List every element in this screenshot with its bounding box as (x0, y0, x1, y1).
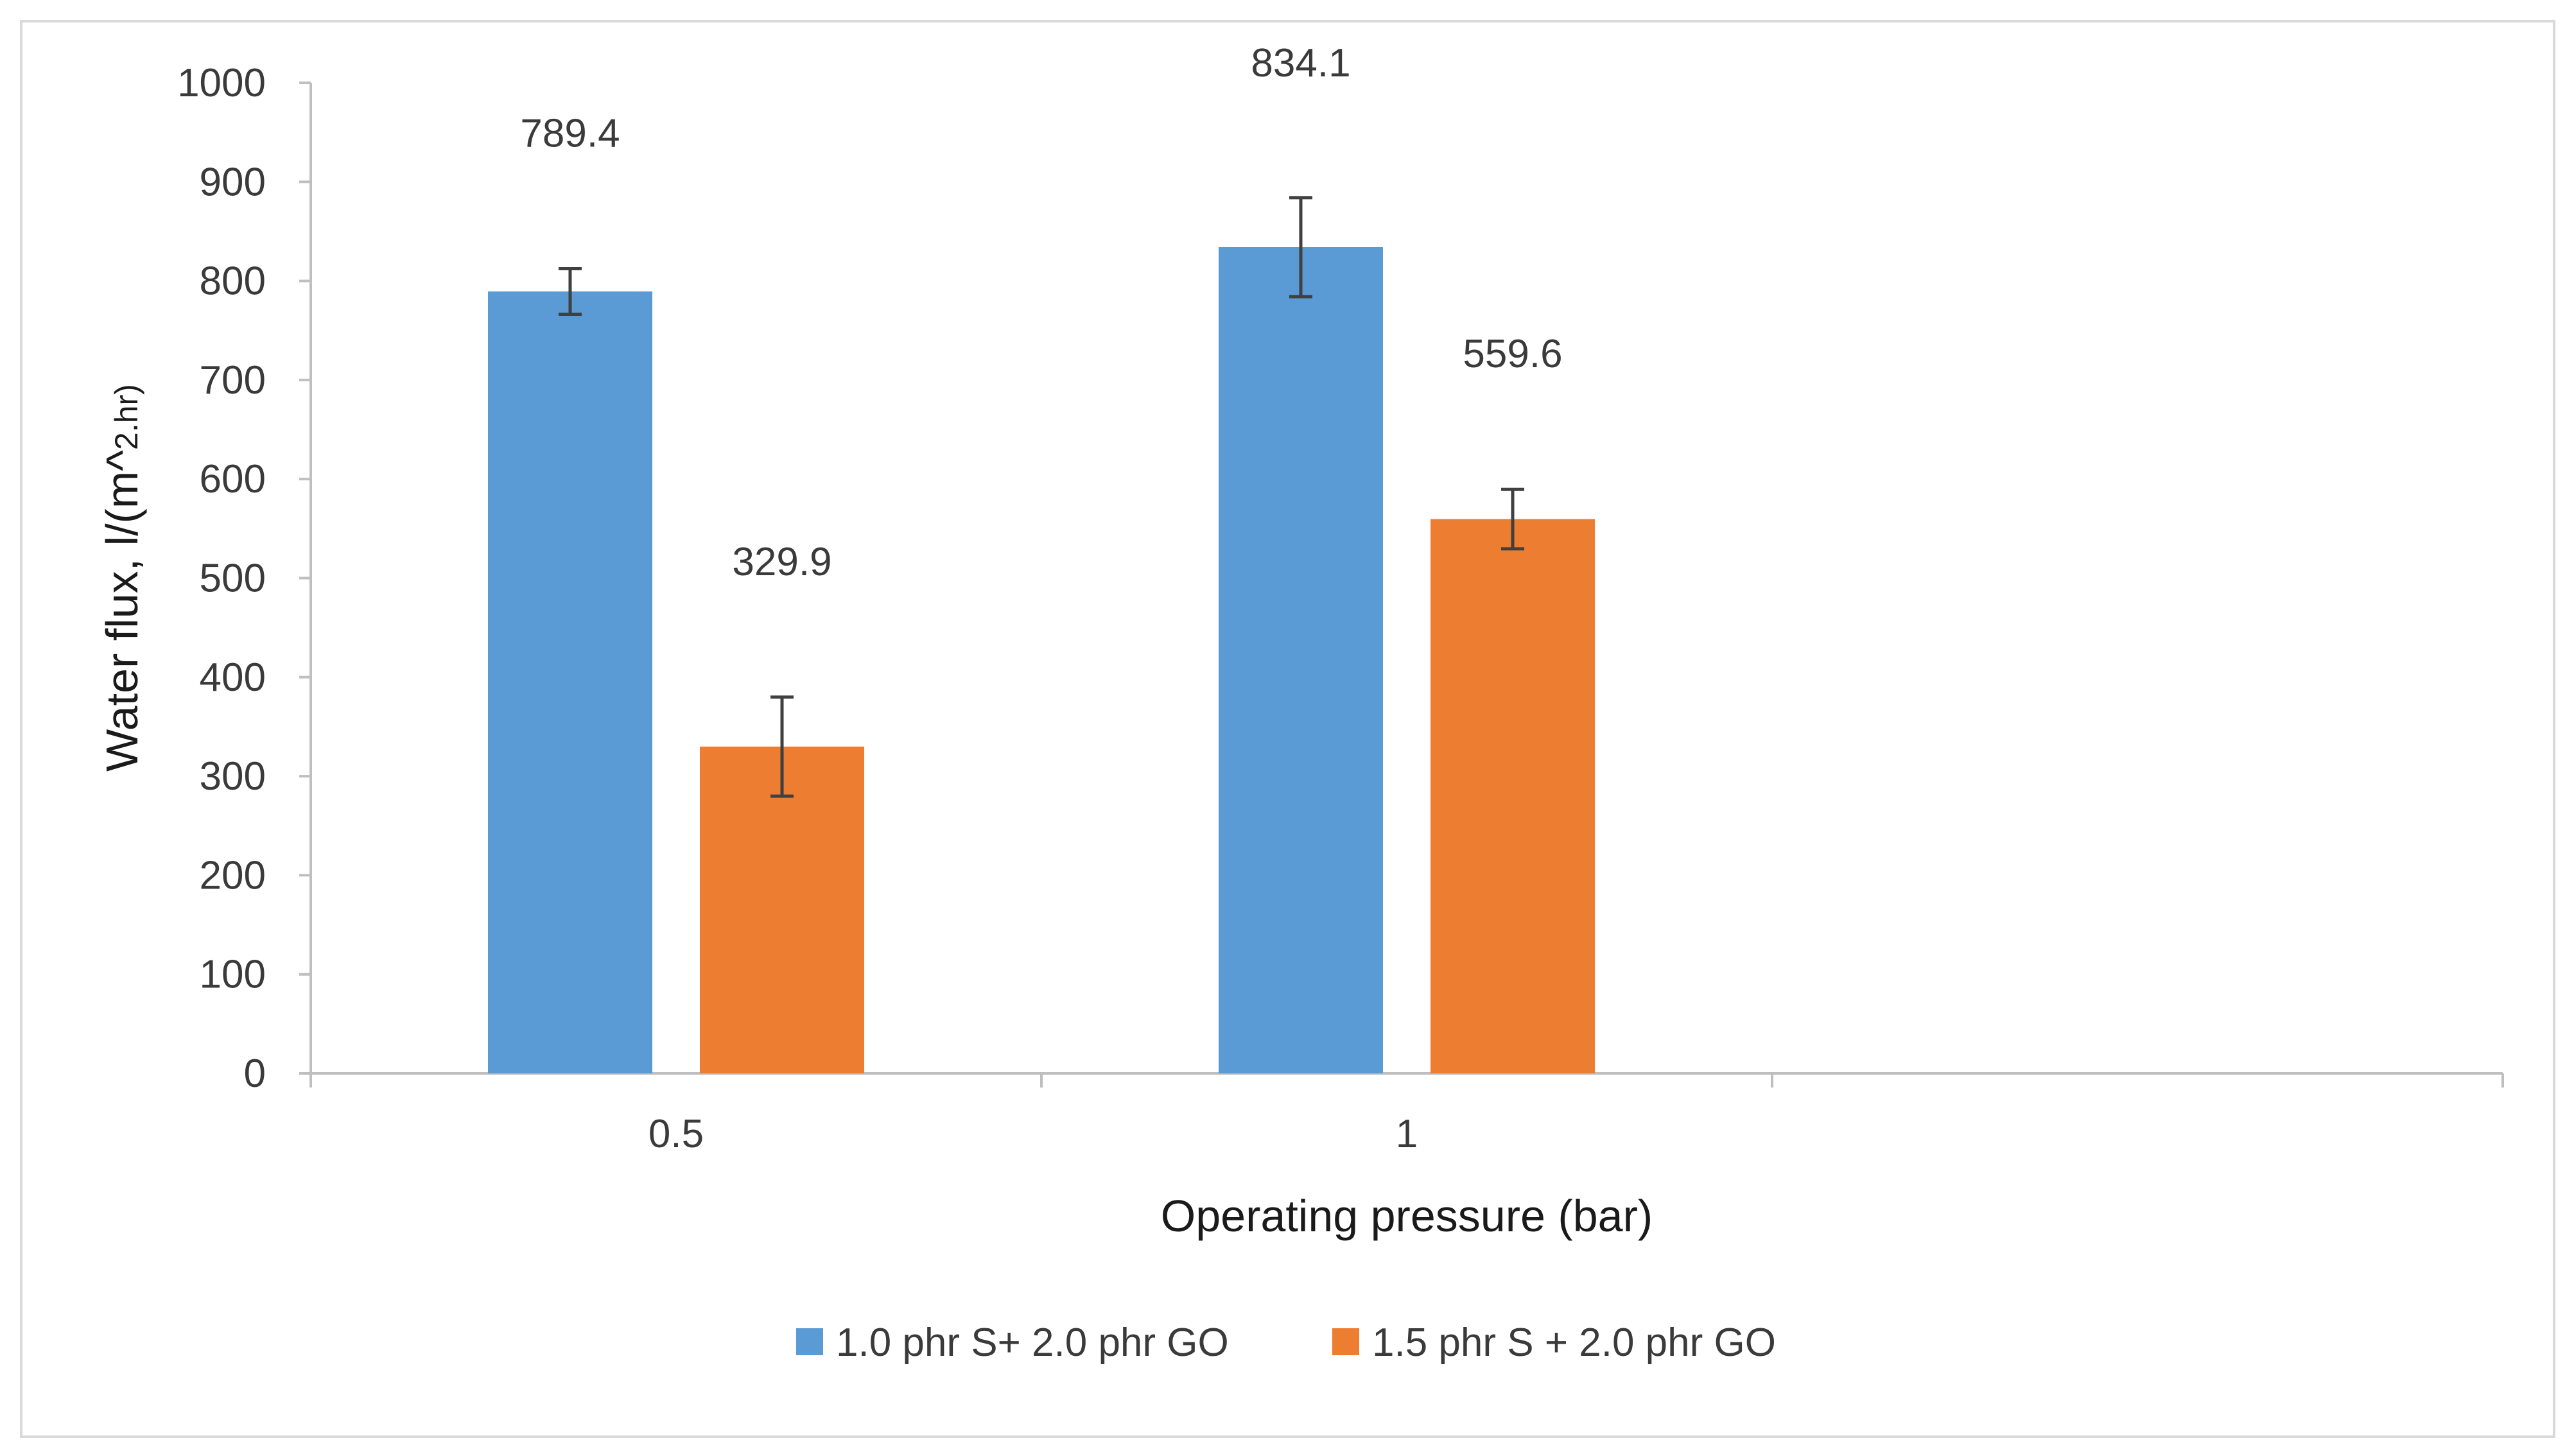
data-label-series1-cat1: 789.4 (520, 111, 620, 155)
y-tick-label: 0 (244, 1052, 266, 1096)
y-axis-title-sub: 2.hr) (109, 384, 144, 450)
x-axis: 0.5 1 (309, 1072, 2504, 1156)
data-label-series2-cat2: 559.6 (1463, 332, 1562, 376)
bars (487, 247, 1596, 1074)
legend-label-2: 1.5 phr S + 2.0 phr GO (1372, 1321, 1776, 1365)
y-tick-label: 400 (200, 655, 266, 700)
bar-series2-cat2 (1430, 519, 1596, 1073)
y-tick-label: 600 (200, 457, 266, 501)
y-tick-label: 100 (200, 953, 266, 997)
y-tick-labels: 0 100 200 300 400 500 600 700 800 900 1000 (177, 61, 266, 1096)
y-ticks (299, 82, 311, 1075)
y-tick-label: 900 (200, 160, 266, 204)
x-tick-label-0.5: 0.5 (648, 1112, 704, 1156)
x-tick-labels: 0.5 1 (648, 1112, 1418, 1156)
legend: 1.0 phr S+ 2.0 phr GO 1.5 phr S + 2.0 phr… (796, 1321, 1776, 1365)
x-axis-title: Operating pressure (bar) (1161, 1191, 1653, 1241)
y-tick-label: 500 (200, 557, 266, 601)
error-bar-series1-cat1 (558, 266, 582, 316)
y-axis-title: Water flux, l/(m^2.hr) (97, 384, 147, 772)
data-label-series1-cat2: 834.1 (1251, 41, 1350, 85)
bar-series1-cat2 (1218, 247, 1384, 1074)
legend-item-2: 1.5 phr S + 2.0 phr GO (1332, 1321, 1776, 1365)
y-tick-label: 800 (200, 259, 266, 304)
data-label-series2-cat1: 329.9 (732, 540, 831, 584)
error-bar-series1-cat2 (1289, 196, 1312, 299)
y-tick-label: 200 (200, 853, 266, 897)
legend-swatch-2 (1332, 1328, 1359, 1355)
x-ticks (309, 1073, 2504, 1088)
data-labels: 789.4 834.1 329.9 559.6 (520, 41, 1562, 584)
y-axis-title-main: Water flux, l/(m^ (97, 450, 147, 772)
error-bars (558, 196, 1525, 798)
y-tick-label: 1000 (177, 61, 266, 105)
y-tick-label: 700 (200, 358, 266, 403)
legend-item-1: 1.0 phr S+ 2.0 phr GO (796, 1321, 1229, 1365)
y-tick-label: 300 (200, 754, 266, 799)
error-bar-series2-cat2 (1501, 487, 1525, 551)
bar-series1-cat1 (487, 291, 653, 1073)
legend-label-1: 1.0 phr S+ 2.0 phr GO (836, 1321, 1229, 1365)
error-bar-series2-cat1 (770, 695, 794, 798)
legend-swatch-1 (796, 1328, 823, 1355)
bar-series2-cat1 (699, 746, 865, 1073)
x-tick-label-1: 1 (1396, 1112, 1418, 1156)
y-axis: 0 100 200 300 400 500 600 700 800 900 1000 (177, 61, 312, 1096)
